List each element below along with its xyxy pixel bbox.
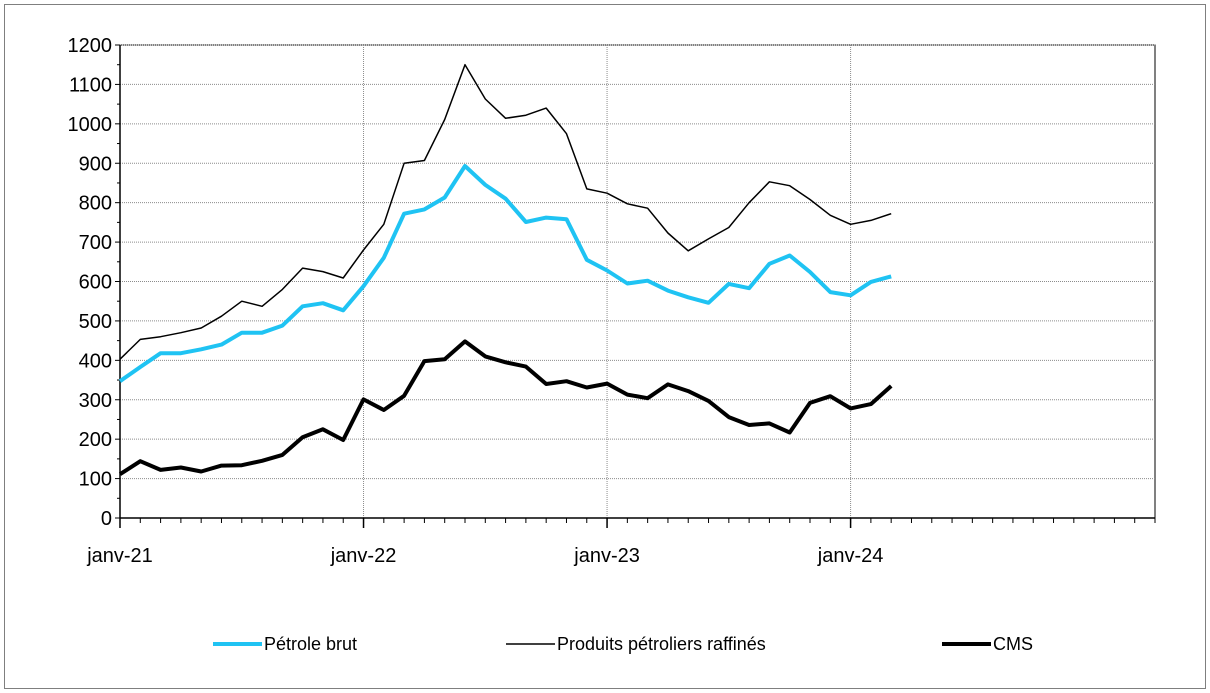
x-tick-label: janv-24 — [817, 545, 884, 567]
series-line-3 — [118, 339, 893, 476]
x-tick-label: janv-21 — [86, 545, 153, 567]
y-tick-label: 700 — [79, 232, 112, 254]
series-lines — [118, 63, 893, 476]
legend-label-3: CMS — [993, 634, 1033, 654]
y-tick-label: 0 — [101, 508, 112, 530]
y-tick-label: 900 — [79, 153, 112, 175]
gridlines — [119, 44, 1156, 519]
legend-label-2: Produits pétroliers raffinés — [557, 634, 766, 654]
y-tick-label: 600 — [79, 272, 112, 294]
y-tick-label: 1000 — [68, 114, 113, 136]
axes: 0 100 200 300 400 500 600 700 800 900 1000 1100 1200… — [68, 35, 1156, 567]
x-tick-label: janv-23 — [573, 545, 640, 567]
series-line-2 — [119, 63, 892, 360]
y-tick-label: 1100 — [69, 74, 112, 96]
chart-frame — [4, 4, 1206, 689]
y-tick-label: 100 — [79, 469, 112, 491]
y-tick-label: 400 — [79, 350, 112, 372]
y-tick-label: 200 — [79, 429, 112, 451]
y-tick-label: 300 — [79, 390, 112, 412]
y-tick-label: 800 — [79, 193, 112, 215]
legend: Pétrole brut Produits pétroliers raffinés… — [213, 634, 1033, 654]
x-tick-label: janv-22 — [330, 545, 397, 567]
series-line-1 — [118, 164, 892, 383]
y-tick-label: 1200 — [68, 35, 113, 57]
legend-label-1: Pétrole brut — [264, 634, 357, 654]
y-tick-label: 500 — [79, 311, 112, 333]
